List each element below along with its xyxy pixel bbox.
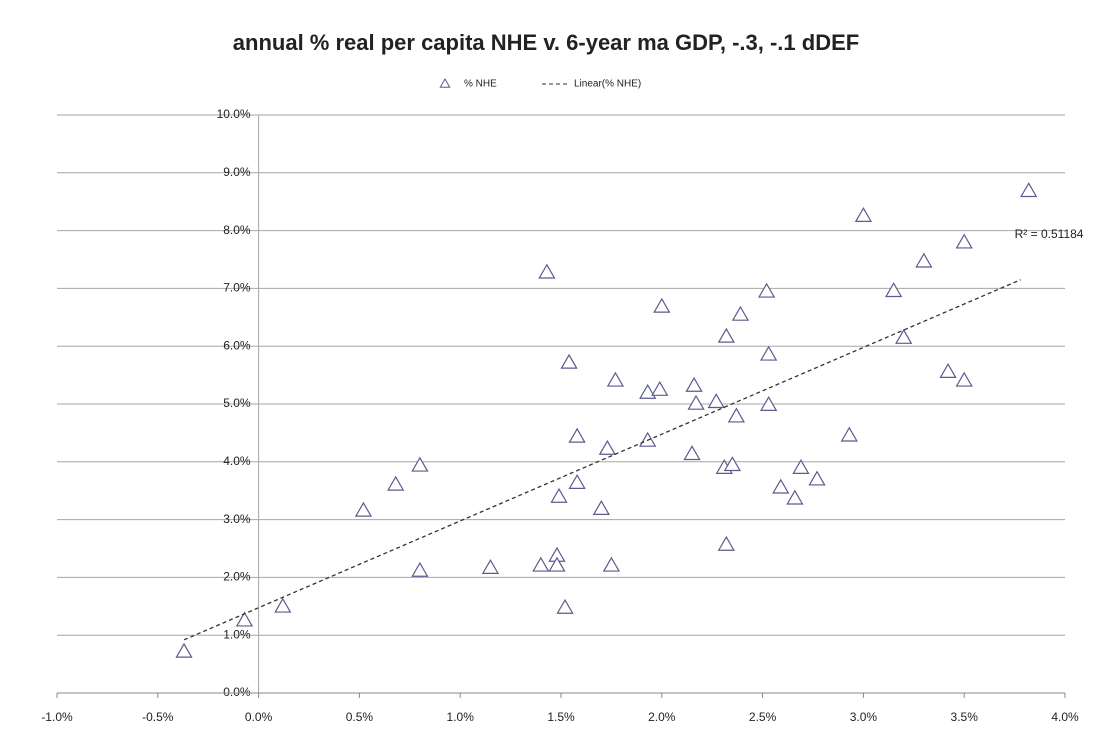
y-tick-label: 6.0% xyxy=(223,338,251,352)
x-tick-label: 0.5% xyxy=(346,710,374,724)
point xyxy=(955,371,973,387)
point xyxy=(840,426,858,442)
point xyxy=(387,475,405,491)
point xyxy=(808,470,826,486)
point xyxy=(639,383,657,399)
x-tick-label: 1.0% xyxy=(447,710,475,724)
point xyxy=(727,407,746,423)
point xyxy=(411,456,429,472)
point xyxy=(723,456,741,472)
y-tick-label: 5.0% xyxy=(223,396,251,410)
legend-swatch xyxy=(439,77,451,88)
point xyxy=(687,394,705,410)
point xyxy=(717,327,735,343)
point xyxy=(757,282,776,298)
y-tick-label: 1.0% xyxy=(223,627,251,641)
x-tick-label: -1.0% xyxy=(41,710,73,724)
y-tick-label: 8.0% xyxy=(223,223,251,237)
point xyxy=(707,393,725,409)
point xyxy=(602,556,621,572)
trendline xyxy=(183,279,1021,641)
y-tick-label: 0.0% xyxy=(223,685,251,699)
point xyxy=(885,282,903,298)
point xyxy=(915,252,933,268)
point xyxy=(955,233,973,249)
x-tick-label: 4.0% xyxy=(1051,710,1079,724)
x-tick-label: -0.5% xyxy=(142,710,174,724)
point xyxy=(760,345,778,361)
point xyxy=(895,328,913,344)
legend-label: Linear(% NHE) xyxy=(574,79,641,90)
x-tick-label: 3.0% xyxy=(850,710,878,724)
y-tick-label: 4.0% xyxy=(223,454,251,468)
point xyxy=(354,501,373,517)
annotation: R² = 0.51184 xyxy=(1015,227,1084,241)
point xyxy=(556,598,574,614)
point xyxy=(717,535,735,551)
point xyxy=(792,458,810,474)
point xyxy=(685,376,703,392)
legend-label: % NHE xyxy=(464,79,497,90)
point xyxy=(592,499,610,515)
y-tick-label: 2.0% xyxy=(223,570,251,584)
point xyxy=(568,427,586,443)
point xyxy=(560,353,578,369)
point xyxy=(550,487,568,503)
point xyxy=(683,445,701,461)
point xyxy=(175,642,193,658)
x-tick-label: 3.5% xyxy=(951,710,979,724)
x-tick-label: 1.5% xyxy=(547,710,575,724)
y-tick-label: 3.0% xyxy=(223,512,251,526)
point xyxy=(651,380,669,396)
x-tick-label: 2.5% xyxy=(749,710,777,724)
y-tick-label: 10.0% xyxy=(217,107,251,121)
x-tick-label: 0.0% xyxy=(245,710,273,724)
point xyxy=(653,297,671,313)
point xyxy=(854,206,873,222)
point xyxy=(598,439,617,455)
x-tick-label: 2.0% xyxy=(648,710,676,724)
y-tick-label: 7.0% xyxy=(223,281,251,295)
point xyxy=(481,558,500,574)
point xyxy=(939,363,957,379)
point xyxy=(731,305,750,321)
point xyxy=(786,489,804,505)
point xyxy=(606,371,625,387)
point xyxy=(235,611,254,627)
point xyxy=(568,473,586,489)
point xyxy=(548,556,566,572)
chart-title: annual % real per capita NHE v. 6-year m… xyxy=(233,30,859,55)
point xyxy=(532,556,550,572)
point xyxy=(538,263,556,279)
point xyxy=(772,478,790,494)
point xyxy=(411,561,429,577)
point xyxy=(1020,182,1038,198)
point xyxy=(760,395,778,411)
y-tick-label: 9.0% xyxy=(223,165,251,179)
point xyxy=(274,597,292,613)
